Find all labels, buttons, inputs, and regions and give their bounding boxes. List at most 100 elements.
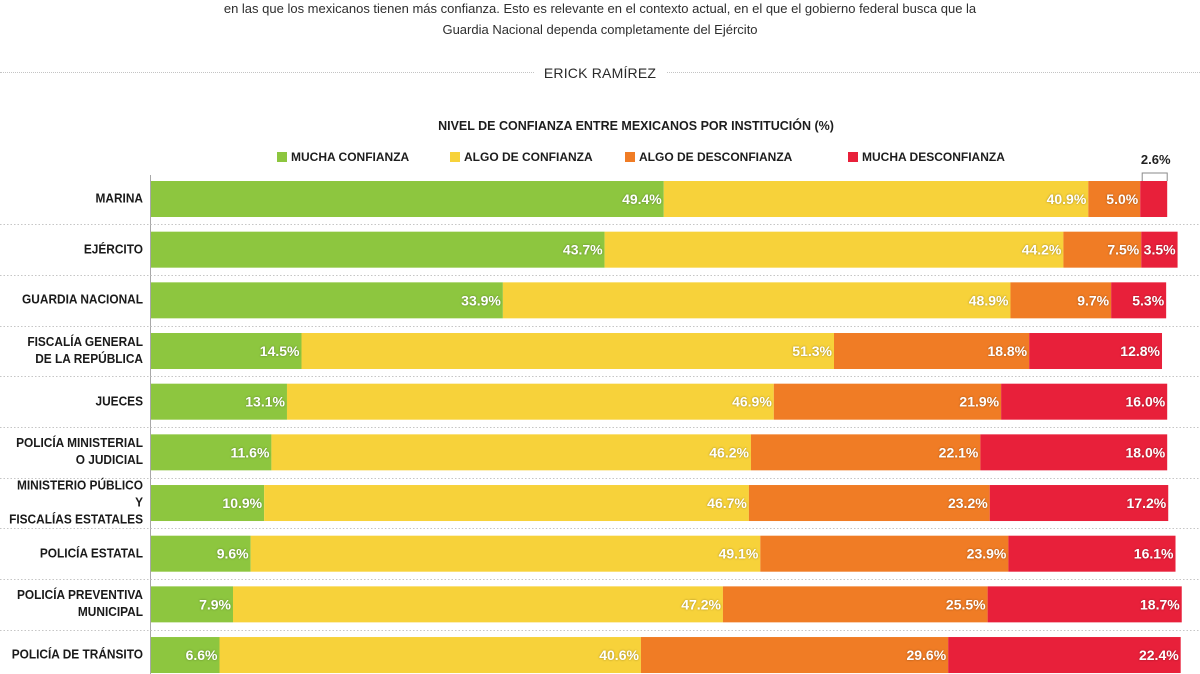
bar-segment — [773, 383, 1002, 420]
value-label: 43.7% — [563, 242, 603, 258]
value-label: 40.6% — [599, 647, 639, 663]
bar-segment — [233, 586, 723, 623]
value-label: 40.9% — [1047, 191, 1087, 207]
legend-swatch-orange — [625, 152, 635, 162]
value-label: 22.4% — [1139, 647, 1179, 663]
bar-segment — [722, 586, 988, 623]
bar-segment — [151, 637, 220, 674]
category-label: POLICÍA PREVENTIVA MUNICIPAL — [16, 588, 143, 620]
legend-item-mucha-confianza: MUCHA CONFIANZA — [277, 150, 409, 164]
value-label: 16.1% — [1134, 546, 1174, 562]
bar-segment — [502, 282, 1011, 319]
bar-segment — [151, 535, 251, 572]
value-label: 11.6% — [230, 444, 269, 460]
value-label: 49.4% — [622, 191, 662, 207]
bar-segment — [1029, 333, 1163, 370]
value-label: 18.8% — [987, 343, 1027, 359]
category-label: FISCALÍA GENERAL DE LA REPÚBLICA — [27, 335, 143, 366]
legend-swatch-green — [277, 152, 287, 162]
value-label: 18.0% — [1125, 444, 1165, 460]
bar-segment — [151, 282, 503, 319]
value-label: 49.1% — [719, 546, 759, 562]
byline-container: ERICK RAMÍREZ — [0, 64, 1200, 83]
bar-segment — [748, 485, 990, 522]
bar-segment — [1001, 383, 1168, 420]
value-label: 29.6% — [906, 647, 946, 663]
bar-segment — [151, 383, 287, 420]
legend-label: MUCHA DESCONFIANZA — [862, 150, 1005, 164]
bar-segment — [151, 231, 605, 268]
value-label: 16.0% — [1125, 394, 1165, 410]
bar-segment — [760, 535, 1009, 572]
bar-segment — [151, 333, 302, 370]
value-label: 6.6% — [186, 647, 218, 663]
value-label: 17.2% — [1127, 495, 1167, 511]
value-label: 48.9% — [969, 292, 1009, 308]
value-label: 44.2% — [1022, 242, 1062, 258]
category-label: MARINA — [95, 191, 143, 206]
legend-label: ALGO DE DESCONFIANZA — [639, 150, 793, 164]
legend-swatch-yellow — [450, 152, 460, 162]
category-label: GUARDIA NACIONAL — [22, 292, 144, 307]
bar-segment — [250, 535, 761, 572]
bar-segment — [663, 181, 1089, 217]
bar-segment — [980, 434, 1168, 471]
bar-segment — [219, 637, 641, 674]
category-label: JUECES — [95, 394, 143, 409]
value-label: 9.6% — [217, 546, 249, 562]
bar-segment — [1088, 181, 1141, 217]
value-label: 23.2% — [948, 495, 988, 511]
legend-item-algo-de-confianza: ALGO DE CONFIANZA — [450, 150, 593, 164]
bar-segment — [834, 333, 1030, 370]
bar-segment — [1111, 282, 1167, 319]
legend-item-algo-de-desconfianza: ALGO DE DESCONFIANZA — [625, 150, 792, 164]
value-label: 5.3% — [1132, 292, 1164, 308]
bar-segment — [1010, 282, 1112, 319]
value-label: 47.2% — [681, 596, 721, 612]
bar-layer — [151, 181, 1182, 674]
bar-segment — [989, 485, 1169, 522]
bar-segment — [151, 485, 265, 522]
value-label-callout: 2.6% — [1141, 152, 1171, 167]
value-label: 51.3% — [792, 343, 832, 359]
category-label: POLICÍA ESTATAL — [39, 546, 144, 561]
value-label: 46.7% — [707, 495, 747, 511]
value-label: 9.7% — [1077, 292, 1109, 308]
legend-swatch-red — [848, 152, 858, 162]
value-label: 13.1% — [245, 394, 285, 410]
bar-segment — [750, 434, 981, 471]
legend-label: ALGO DE CONFIANZA — [464, 150, 593, 164]
category-label: POLICÍA MINISTERIAL O JUDICIAL — [16, 436, 143, 468]
legend-label: MUCHA CONFIANZA — [291, 150, 410, 164]
value-label: 14.5% — [260, 343, 300, 359]
value-label: 3.5% — [1144, 242, 1176, 258]
value-label: 25.5% — [946, 596, 986, 612]
intro-text-line-1: en las que los mexicanos tienen más conf… — [223, 1, 977, 16]
bar-segment — [1063, 231, 1142, 268]
grid-layer — [0, 175, 1200, 674]
value-label-layer: 49.4% 40.9% 5.0% 2.6% 43.7% 44.2% 7.5% 3.5% 33.9… — [186, 152, 1181, 663]
value-label: 22.1% — [939, 444, 979, 460]
bar-segment — [640, 637, 949, 674]
byline: ERICK RAMÍREZ — [533, 64, 667, 82]
bar-segment — [301, 333, 834, 370]
chart-title: NIVEL DE CONFIANZA ENTRE MEXICANOS POR I… — [438, 119, 834, 133]
value-label: 7.5% — [1107, 242, 1139, 258]
bar-segment — [604, 231, 1064, 268]
category-label: POLICÍA DE TRÁNSITO — [11, 647, 143, 662]
value-label: 23.9% — [967, 546, 1007, 562]
category-label: MINISTERIO PÚBLICO Y FISCALÍAS ESTATALES — [9, 478, 143, 527]
bar-segment — [151, 586, 233, 623]
bar-segment — [1140, 181, 1168, 217]
value-label: 5.0% — [1106, 191, 1138, 207]
category-label: EJÉRCITO — [83, 242, 143, 257]
bar-segment — [271, 434, 751, 471]
bar-segment — [151, 434, 272, 471]
callout-bracket — [1141, 172, 1168, 181]
bar-segment — [1008, 535, 1176, 572]
bar-segment — [948, 637, 1181, 674]
value-label: 18.7% — [1140, 596, 1180, 612]
value-label: 33.9% — [461, 292, 501, 308]
value-label: 12.8% — [1120, 343, 1160, 359]
